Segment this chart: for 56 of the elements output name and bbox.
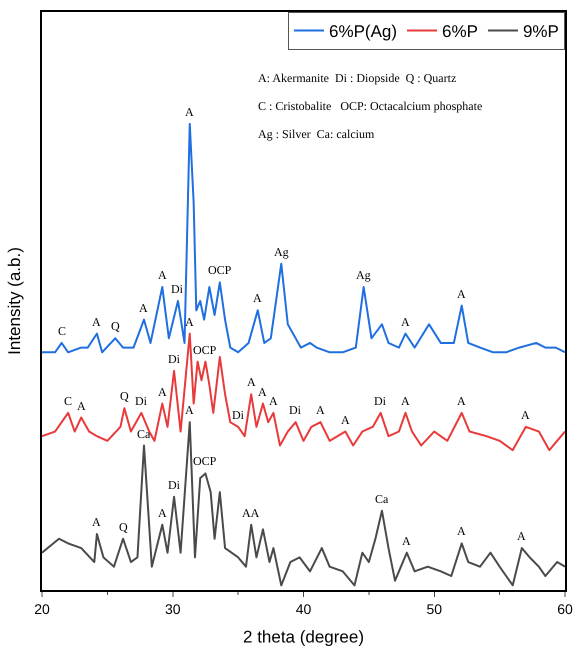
x-tick-label: 30 [164, 600, 181, 617]
annotation: A [521, 408, 530, 422]
annotation: OCP [208, 263, 232, 277]
annotation: Ag [356, 268, 371, 282]
annotation: AA [242, 506, 260, 520]
annotation: A [341, 413, 350, 427]
annotation: Q [120, 389, 129, 403]
annotation: A [158, 268, 167, 282]
annotation: Di [232, 408, 245, 422]
legend-label: 6%P [442, 22, 478, 42]
annotation: A [185, 403, 194, 417]
x-axis-title: 2 theta (degree) [243, 628, 364, 647]
annotation: OCP [193, 343, 217, 357]
annotation: A [457, 287, 466, 301]
annotation: Ag : Silver Ca: calcium [258, 127, 375, 141]
annotation: A [92, 515, 101, 529]
annotation: A [457, 394, 466, 408]
annotation: A [253, 291, 262, 305]
annotation: Q [111, 319, 120, 333]
annotation: Q [119, 520, 128, 534]
annotation: Di [135, 394, 148, 408]
y-axis-title: Intensity (a.b.) [5, 247, 24, 355]
annotation: A [517, 529, 526, 543]
annotation: A [457, 524, 466, 538]
annotation: A [402, 534, 411, 548]
annotation: Di [171, 282, 184, 296]
annotation: C [58, 324, 66, 338]
annotation: A [247, 375, 256, 389]
annotation: A [185, 105, 194, 119]
annotation: A [77, 399, 86, 413]
annotation: Di [168, 478, 181, 492]
annotation: A [258, 385, 267, 399]
annotation: A [158, 385, 167, 399]
x-tick-label: 60 [557, 600, 573, 617]
x-tick-label: 40 [296, 600, 312, 617]
annotation: Ag [274, 245, 289, 259]
annotation: Di [168, 352, 181, 366]
text: A: Akermanite Di : Diopside Q : Quartz [258, 71, 456, 85]
x-tick-label: 50 [426, 600, 442, 617]
legend-label: 6%P(Ag) [329, 22, 398, 42]
annotation: A [92, 315, 101, 329]
annotation: A [401, 315, 410, 329]
annotation: C [64, 394, 72, 408]
annotation: Ca [375, 492, 390, 506]
annotation: Ca [137, 427, 152, 441]
annotation: OCP [193, 454, 217, 468]
x-tick-label: 20 [34, 600, 50, 617]
annotation: A [139, 301, 148, 315]
annotation: A [269, 394, 278, 408]
annotation: Di [289, 403, 302, 417]
legend-label: 9%P [522, 22, 559, 42]
text: C : Cristobalite OCP: Octacalcium phosphate [258, 99, 482, 113]
annotation: A [316, 403, 325, 417]
annotation: Di [374, 394, 387, 408]
annotation: A [158, 506, 167, 520]
annotation: A [401, 394, 410, 408]
